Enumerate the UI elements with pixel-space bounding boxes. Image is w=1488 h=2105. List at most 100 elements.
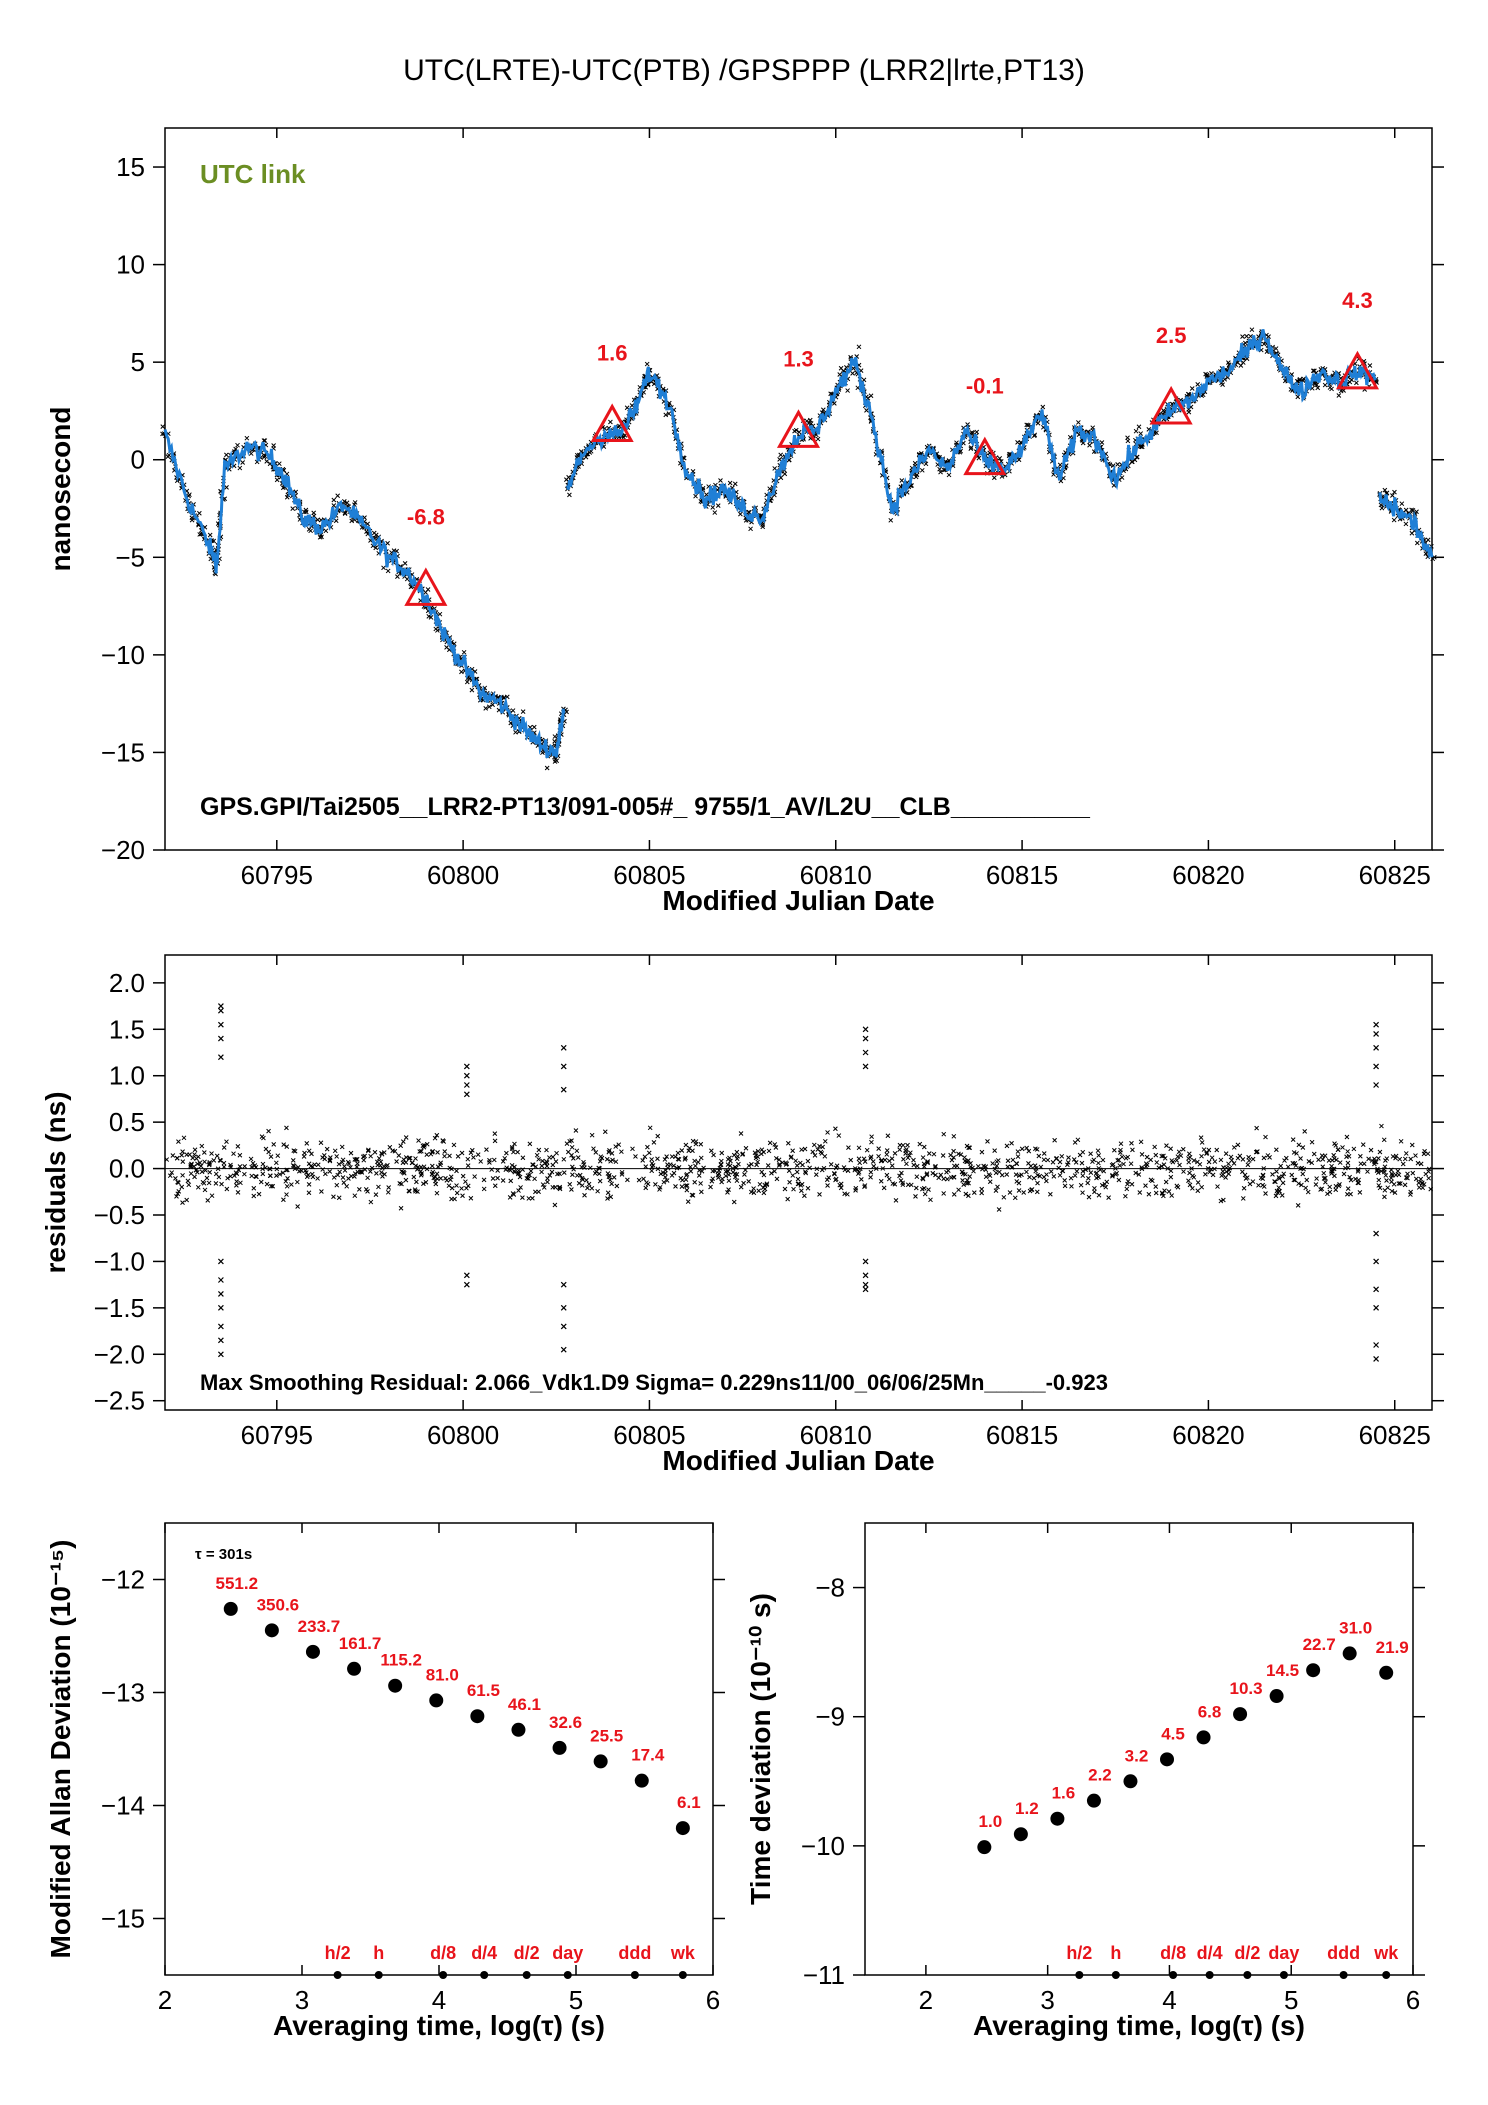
residual-point	[1119, 1154, 1125, 1160]
residual-point	[1168, 1146, 1174, 1152]
data-point	[464, 679, 470, 685]
residual-point	[858, 1176, 864, 1182]
residual-point	[994, 1163, 1000, 1169]
residual-point	[1027, 1174, 1032, 1180]
residual-outlier	[217, 1035, 224, 1042]
residual-point	[1376, 1183, 1382, 1188]
residual-point	[692, 1179, 698, 1185]
residual-point	[356, 1186, 362, 1192]
residual-point	[1332, 1173, 1337, 1179]
residual-point	[1014, 1161, 1019, 1166]
residual-point	[225, 1175, 230, 1181]
residual-point	[536, 1147, 542, 1153]
residual-point	[597, 1166, 602, 1171]
y-tick-label: −14	[101, 1791, 145, 1821]
y-tick-label: 2.0	[109, 968, 145, 998]
residual-point	[951, 1155, 957, 1160]
time-marker-dot	[1205, 1971, 1214, 1979]
data-point	[899, 478, 905, 483]
residual-point	[475, 1152, 481, 1158]
residual-point	[285, 1167, 290, 1173]
residual-point	[170, 1153, 176, 1158]
residual-point	[564, 1141, 570, 1146]
residual-point	[597, 1158, 603, 1164]
residual-point	[698, 1181, 704, 1186]
data-point	[738, 511, 743, 517]
data-point	[608, 419, 613, 425]
data-point	[782, 471, 788, 477]
residual-point	[446, 1183, 452, 1189]
residual-point	[209, 1193, 215, 1199]
residual-point	[876, 1153, 881, 1159]
residual-outlier	[217, 1277, 224, 1283]
time-marker-dot	[563, 1971, 572, 1979]
residual-point	[1118, 1141, 1124, 1147]
residual-point	[825, 1183, 830, 1188]
residual-point	[873, 1166, 879, 1171]
residual-point	[1341, 1171, 1347, 1177]
residual-point	[1078, 1182, 1084, 1188]
residual-point	[1357, 1153, 1363, 1159]
data-point	[845, 388, 850, 393]
residual-point	[767, 1140, 773, 1146]
data-point	[552, 734, 558, 739]
residual-point	[423, 1179, 429, 1185]
y-tick-label: −9	[815, 1702, 845, 1732]
residual-point	[207, 1160, 213, 1165]
residual-point	[413, 1156, 418, 1161]
residual-point	[1190, 1173, 1196, 1179]
data-point	[317, 534, 323, 540]
data-point	[1354, 380, 1359, 386]
time-marker-dot	[1169, 1971, 1178, 1979]
time-marker-dot	[333, 1971, 342, 1979]
residual-point	[940, 1153, 946, 1158]
deviation-point-label: 46.1	[508, 1695, 541, 1714]
residual-point	[396, 1153, 402, 1158]
data-point	[385, 568, 391, 574]
data-point	[748, 526, 753, 532]
residual-point	[1330, 1166, 1335, 1172]
residual-point	[726, 1172, 732, 1178]
smoothed-series-line	[163, 429, 566, 759]
residual-point	[1228, 1154, 1234, 1160]
y-tick-label: 1.0	[109, 1061, 145, 1091]
residual-point	[342, 1163, 347, 1169]
residual-point	[646, 1150, 652, 1156]
data-point	[459, 669, 464, 675]
residual-point	[613, 1159, 619, 1165]
residual-point	[442, 1153, 447, 1159]
residual-point	[931, 1151, 937, 1157]
residual-point	[341, 1180, 347, 1186]
residual-point	[738, 1184, 744, 1190]
residual-point	[373, 1192, 379, 1197]
residual-point	[619, 1169, 625, 1175]
residual-point	[511, 1192, 517, 1197]
residual-point	[380, 1174, 385, 1179]
residual-point	[1260, 1176, 1266, 1181]
residual-point	[1203, 1171, 1208, 1177]
residual-point	[1426, 1166, 1432, 1172]
residual-point	[602, 1129, 608, 1135]
deviation-point-label: 6.8	[1198, 1702, 1222, 1721]
residual-point	[237, 1152, 243, 1158]
residual-point	[794, 1169, 800, 1175]
y-tick-label: −10	[801, 1831, 845, 1861]
deviation-point-label: 1.2	[1015, 1799, 1039, 1818]
residual-point	[463, 1179, 468, 1185]
data-point	[1244, 333, 1249, 339]
residual-point	[655, 1133, 661, 1139]
residual-point	[1174, 1158, 1180, 1163]
residual-point	[786, 1168, 792, 1174]
x-tick-label: 5	[1284, 1985, 1298, 2015]
residual-outlier	[1373, 1082, 1380, 1088]
residual-point	[911, 1157, 916, 1163]
data-point	[483, 706, 489, 711]
y-tick-label: 0.5	[109, 1107, 145, 1137]
residual-point	[761, 1190, 767, 1196]
residual-point	[825, 1130, 830, 1135]
time-marker-label: h/2	[325, 1943, 351, 1963]
residual-point	[897, 1173, 902, 1179]
residual-point	[1100, 1157, 1106, 1163]
residual-point	[597, 1178, 603, 1184]
residual-point	[845, 1168, 851, 1174]
